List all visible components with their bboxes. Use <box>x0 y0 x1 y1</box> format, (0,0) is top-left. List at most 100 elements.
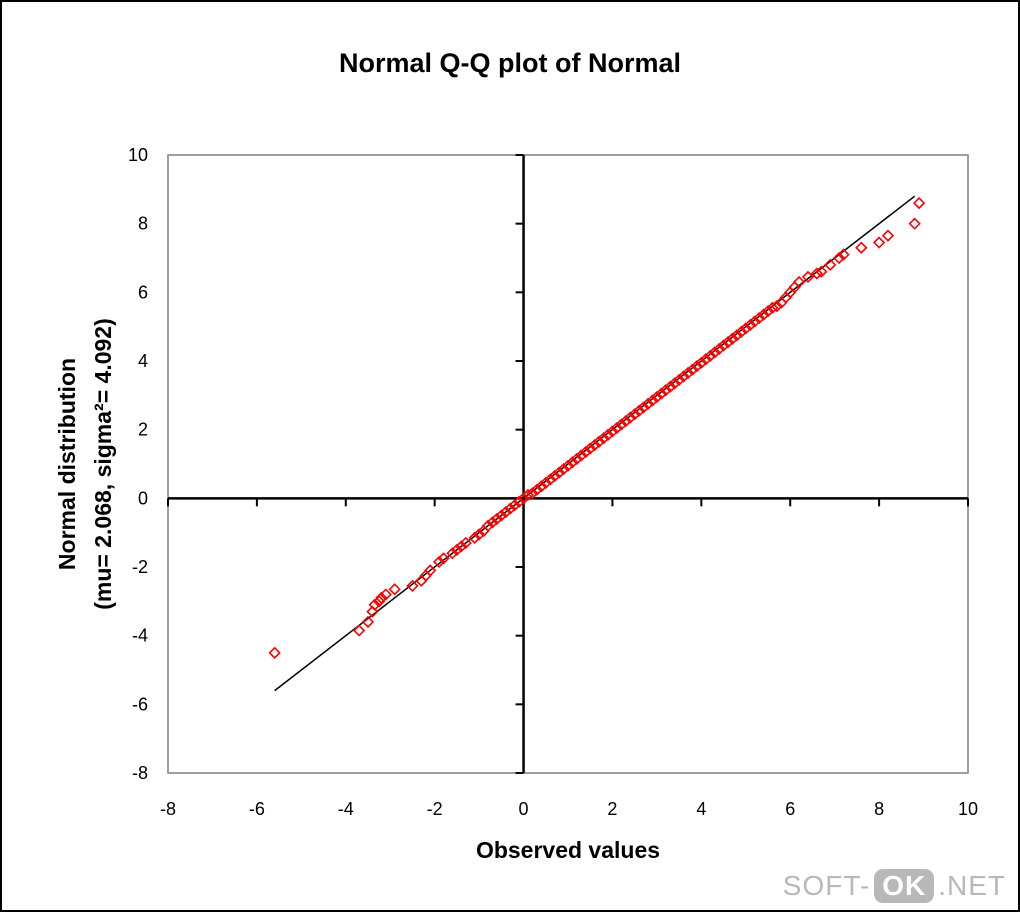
data-point <box>815 265 828 278</box>
x-tick-label: 0 <box>519 799 529 819</box>
data-point <box>379 588 392 601</box>
x-tick-label: 8 <box>874 799 884 819</box>
data-point <box>704 349 717 362</box>
axes <box>168 155 968 773</box>
data-point <box>690 360 704 373</box>
data-point <box>717 339 730 352</box>
data-point <box>472 528 486 541</box>
x-tick-label: 4 <box>696 799 706 819</box>
data-point <box>539 476 552 490</box>
data-point <box>757 308 770 321</box>
data-point <box>459 536 472 550</box>
data-point <box>748 315 761 328</box>
data-point <box>744 318 757 332</box>
data-point <box>557 463 570 476</box>
data-point <box>735 325 748 338</box>
data-point <box>406 579 419 593</box>
x-axis-label: Observed values <box>476 837 660 863</box>
data-point <box>495 509 508 522</box>
x-tick-label: 6 <box>785 799 795 819</box>
y-tick-label: 6 <box>138 282 148 302</box>
data-point <box>570 452 584 465</box>
data-point <box>592 435 606 448</box>
data-point <box>721 335 735 349</box>
data-point <box>486 516 499 529</box>
y-axis-label-line1: Normal distribution <box>54 358 80 570</box>
data-point <box>912 196 926 210</box>
data-point <box>632 404 646 417</box>
data-point <box>801 270 815 284</box>
x-tick-label: -8 <box>160 799 176 819</box>
data-point <box>388 583 401 596</box>
data-point <box>659 384 672 397</box>
x-tick-label: -6 <box>249 799 265 819</box>
axis-ticks: -8 -6 -4 -2 0 2 4 6 8 10 -8 -6 -4 -2 0 2 4 6 8 10 <box>128 145 978 819</box>
watermark: SOFT- OK .NET <box>783 866 1006 906</box>
data-point <box>352 624 366 637</box>
data-point <box>792 275 806 289</box>
watermark-badge: OK <box>874 869 935 903</box>
data-point <box>512 495 526 508</box>
data-point <box>624 411 637 424</box>
data-point <box>544 473 557 486</box>
data-point <box>726 332 739 345</box>
data-point <box>610 421 624 435</box>
y-tick-label: 10 <box>128 145 148 165</box>
data-point <box>650 390 664 404</box>
data-point <box>424 564 437 577</box>
reference-line <box>274 195 916 692</box>
data-point <box>810 267 824 280</box>
x-tick-label: -2 <box>427 799 443 819</box>
data-point <box>606 425 619 438</box>
watermark-right: .NET <box>938 870 1006 901</box>
data-point <box>584 442 597 455</box>
data-point <box>872 236 886 249</box>
data-point <box>575 449 588 462</box>
data-point <box>770 299 784 313</box>
data-point <box>837 248 850 261</box>
data-point <box>517 492 530 505</box>
data-point <box>739 322 752 335</box>
data-point <box>268 646 281 659</box>
y-tick-label: 4 <box>138 351 148 371</box>
data-point <box>619 414 632 428</box>
data-point <box>628 408 641 421</box>
data-point <box>601 428 615 441</box>
data-point <box>881 229 895 242</box>
data-point <box>766 301 779 314</box>
data-point <box>450 543 464 556</box>
data-point <box>548 469 561 483</box>
data-point <box>597 432 610 445</box>
data-point <box>566 456 579 469</box>
data-point <box>641 397 655 411</box>
data-point <box>490 512 504 526</box>
data-point <box>455 540 468 553</box>
y-tick-label: -2 <box>132 557 148 577</box>
data-point <box>437 552 450 565</box>
data-point <box>615 418 628 431</box>
data-point <box>695 356 708 369</box>
data-point <box>672 373 686 387</box>
data-point <box>824 258 837 271</box>
data-point <box>372 595 386 608</box>
data-point <box>530 483 544 496</box>
chart-title: Normal Q-Q plot of Normal <box>339 48 681 78</box>
data-point <box>432 555 446 568</box>
data-point <box>481 519 495 532</box>
data-point <box>526 487 539 500</box>
data-point <box>446 547 459 560</box>
data-point <box>375 591 388 605</box>
data-point <box>499 505 512 519</box>
data-point <box>655 387 668 400</box>
y-axis-label-line2: (mu= 2.068, sigma²= 4.092) <box>90 318 116 610</box>
data-point <box>730 329 744 342</box>
data-point <box>504 502 517 515</box>
y-tick-label: -8 <box>132 763 148 783</box>
data-point <box>668 377 681 390</box>
data-point <box>664 380 677 393</box>
data-point <box>677 370 690 383</box>
data-point <box>761 305 775 318</box>
data-point <box>686 363 699 376</box>
